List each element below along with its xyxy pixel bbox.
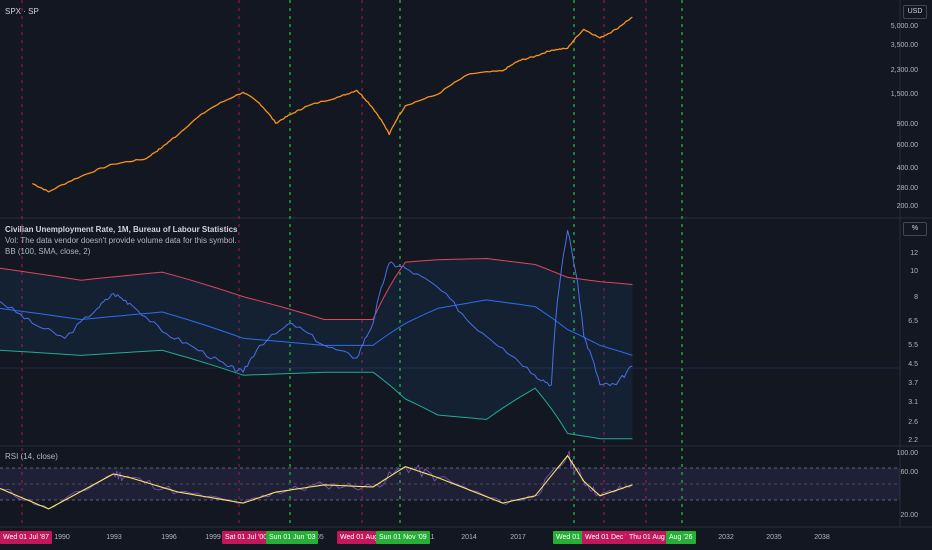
rsi-scale-tick: 60.00 bbox=[900, 469, 918, 476]
time-scale-tick: 2017 bbox=[510, 534, 526, 541]
event-date-label[interactable]: Wed 01 Dec '21 bbox=[582, 531, 638, 544]
price-scale-tick: 900.00 bbox=[896, 121, 918, 128]
price-scale-tick: 1,500.00 bbox=[890, 91, 918, 98]
time-scale-tick: 2038 bbox=[814, 534, 830, 541]
unemployment-scale-tick: 3.7 bbox=[908, 380, 918, 387]
bollinger-label[interactable]: BB (100, SMA, close, 2) bbox=[5, 247, 91, 256]
price-scale-tick: 280.00 bbox=[896, 185, 918, 192]
time-scale-tick: 2035 bbox=[766, 534, 782, 541]
unemployment-scale-tick: 3.1 bbox=[908, 399, 918, 406]
price-scale-tick: 600.00 bbox=[896, 142, 918, 149]
event-date-label[interactable]: Sun 01 Nov '09 bbox=[376, 531, 430, 544]
event-date-label[interactable]: Aug '26 bbox=[666, 531, 696, 544]
bollinger-basis-line[interactable] bbox=[0, 299, 633, 356]
unemployment-scale-tick: 12 bbox=[910, 250, 918, 257]
rsi-label[interactable]: RSI (14, close) bbox=[5, 452, 58, 461]
volume-note: Vol: The data vendor doesn't provide vol… bbox=[5, 236, 237, 245]
event-date-label[interactable]: Wed 01 ... bbox=[553, 531, 591, 544]
time-scale-tick: 2014 bbox=[461, 534, 477, 541]
time-scale-tick: 1993 bbox=[106, 534, 122, 541]
event-date-label[interactable]: Sat 01 Jul '00 bbox=[222, 531, 271, 544]
symbol-label[interactable]: SPX · SP bbox=[5, 7, 39, 16]
rsi-scale-tick: 100.00 bbox=[896, 450, 918, 457]
unemployment-scale-tick: 2.6 bbox=[908, 419, 918, 426]
unemployment-scale-tick: 10 bbox=[910, 268, 918, 275]
unemployment-scale-tick: 5.5 bbox=[908, 342, 918, 349]
event-date-label[interactable]: Sun 01 Jun '03 bbox=[266, 531, 319, 544]
unemployment-scale-tick: 4.5 bbox=[908, 361, 918, 368]
unemployment-scale-tick: 2.2 bbox=[908, 437, 918, 444]
time-scale-tick: 1990 bbox=[54, 534, 70, 541]
time-scale-tick: 1999 bbox=[205, 534, 221, 541]
unit-button[interactable]: % bbox=[903, 222, 927, 236]
currency-button[interactable]: USD bbox=[903, 5, 927, 19]
price-scale-tick: 400.00 bbox=[896, 165, 918, 172]
bollinger-upper-line[interactable] bbox=[0, 258, 633, 320]
price-scale-tick: 3,500.00 bbox=[890, 42, 918, 49]
bollinger-band-fill bbox=[0, 258, 633, 439]
spx-price-line[interactable] bbox=[32, 16, 633, 193]
price-scale-tick: 200.00 bbox=[896, 203, 918, 210]
price-scale-tick: 5,000.00 bbox=[890, 23, 918, 30]
price-scale-tick: 2,300.00 bbox=[890, 67, 918, 74]
event-date-label[interactable]: Thu 01 Aug '24 bbox=[626, 531, 679, 544]
event-date-label[interactable]: Wed 01 Jul '87 bbox=[0, 531, 52, 544]
time-scale-tick: 1996 bbox=[161, 534, 177, 541]
rsi-ma-line[interactable] bbox=[0, 455, 633, 510]
unemployment-title[interactable]: Civilian Unemployment Rate, 1M, Bureau o… bbox=[5, 225, 238, 234]
rsi-scale-tick: 20.00 bbox=[900, 512, 918, 519]
unemployment-rate-line[interactable] bbox=[0, 230, 633, 387]
unemployment-scale-tick: 6.5 bbox=[908, 318, 918, 325]
unemployment-scale-tick: 8 bbox=[914, 294, 918, 301]
time-scale-tick: 2032 bbox=[718, 534, 734, 541]
bollinger-lower-line[interactable] bbox=[0, 349, 633, 440]
